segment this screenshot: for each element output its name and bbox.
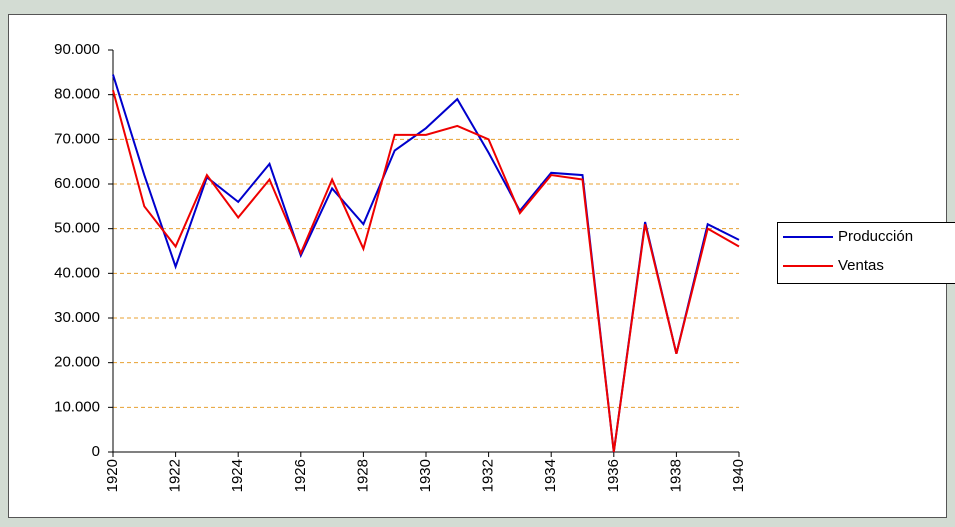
series-line <box>112 89 740 453</box>
x-tick-label: 1922 <box>167 459 184 492</box>
legend-label: Producción <box>838 228 913 245</box>
y-tick-label: 60.000 <box>54 175 100 192</box>
x-tick-label: 1928 <box>354 459 371 492</box>
y-tick-label: 80.000 <box>54 86 100 103</box>
legend-label: Ventas <box>838 257 884 274</box>
y-tick-label: 10.000 <box>54 398 100 415</box>
y-tick-label: 50.000 <box>54 220 100 237</box>
x-tick-label: 1932 <box>480 459 497 492</box>
x-tick-label: 1940 <box>730 459 747 492</box>
legend-box <box>777 222 955 284</box>
y-tick-label: 40.000 <box>54 264 100 281</box>
x-tick-label: 1936 <box>605 459 622 492</box>
x-tick-label: 1934 <box>542 459 559 492</box>
y-tick-label: 0 <box>92 443 100 460</box>
x-tick-label: 1926 <box>292 459 309 492</box>
y-tick-label: 90.000 <box>54 41 100 58</box>
x-tick-label: 1930 <box>417 459 434 492</box>
x-tick-label: 1924 <box>229 459 246 492</box>
x-tick-label: 1938 <box>667 459 684 492</box>
y-tick-label: 70.000 <box>54 130 100 147</box>
y-tick-label: 20.000 <box>54 354 100 371</box>
y-tick-label: 30.000 <box>54 309 100 326</box>
x-tick-label: 1920 <box>104 459 121 492</box>
